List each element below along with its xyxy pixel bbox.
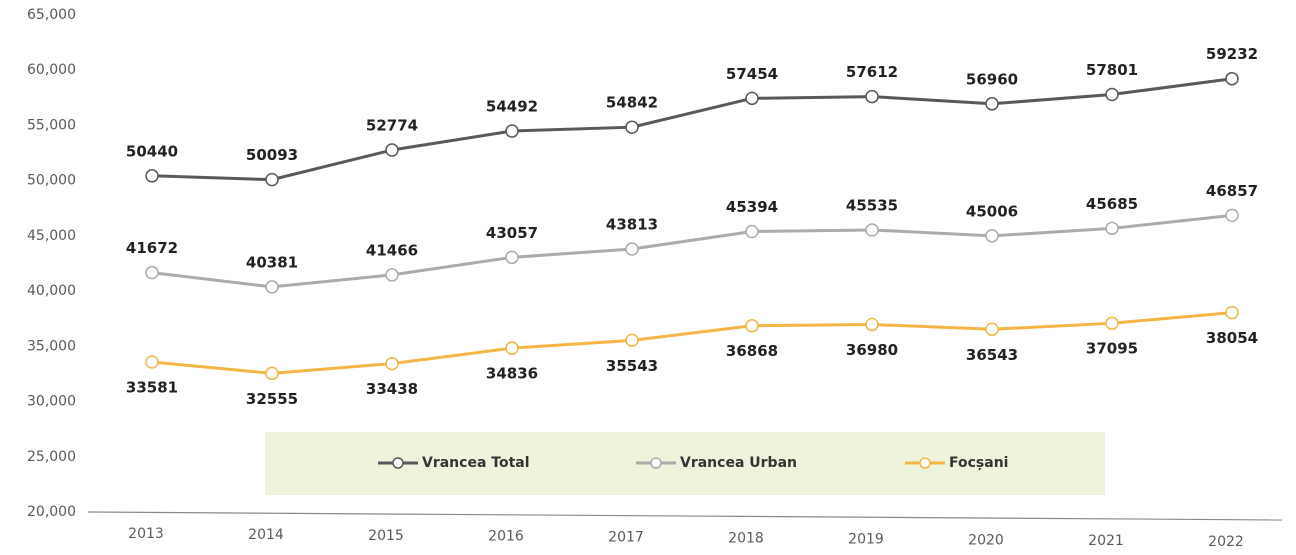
data-label: 52774: [366, 117, 418, 135]
data-label: 59232: [1206, 45, 1258, 63]
legend-label: Vrancea Urban: [680, 455, 797, 471]
data-point: [265, 366, 279, 381]
data-point: [385, 143, 399, 157]
legend-marker: [392, 457, 404, 469]
data-point: [745, 91, 759, 106]
series-line: [151, 77, 1233, 182]
data-point: [1105, 221, 1119, 236]
data-label: 45006: [966, 202, 1018, 220]
data-label: 45535: [846, 196, 898, 214]
data-label: 54842: [606, 94, 658, 112]
data-point: [1105, 87, 1119, 102]
x-tick-label: 2013: [128, 526, 164, 542]
y-tick-label: 30,000: [27, 394, 76, 410]
y-tick-label: 60,000: [27, 62, 76, 78]
data-point: [865, 223, 879, 237]
data-point: [985, 322, 999, 337]
x-tick-label: 2019: [848, 531, 884, 547]
data-point: [1225, 305, 1239, 320]
y-tick-label: 20,000: [27, 504, 76, 520]
x-axis: [87, 511, 1283, 521]
legend-label: Focșani: [949, 455, 1008, 471]
data-label: 32555: [246, 390, 298, 408]
data-label: 34836: [486, 365, 538, 383]
y-tick-label: 35,000: [27, 338, 76, 354]
data-point: [625, 242, 639, 256]
data-point: [145, 169, 159, 183]
data-label: 46857: [1206, 182, 1258, 200]
data-label: 35543: [606, 357, 658, 375]
y-tick-label: 25,000: [27, 449, 76, 465]
x-tick-label: 2017: [608, 530, 644, 546]
data-label: 37095: [1086, 340, 1138, 358]
data-point: [985, 229, 999, 243]
data-label: 40381: [246, 253, 298, 271]
data-label: 54492: [486, 98, 538, 116]
data-point: [505, 124, 519, 138]
data-label: 57801: [1086, 61, 1138, 79]
y-tick-label: 55,000: [27, 117, 76, 133]
x-tick-label: 2014: [248, 527, 284, 543]
data-label: 41466: [366, 241, 418, 259]
data-point: [505, 341, 519, 355]
data-point: [625, 333, 639, 348]
data-label: 57454: [726, 65, 778, 83]
data-label: 41672: [126, 239, 178, 257]
data-point: [745, 318, 759, 333]
y-tick-label: 40,000: [27, 283, 76, 299]
data-label: 50440: [126, 142, 178, 160]
data-point: [1225, 71, 1239, 86]
data-label: 50093: [246, 146, 298, 164]
y-tick-label: 65,000: [27, 7, 76, 23]
data-point: [505, 250, 519, 265]
y-tick-label: 50,000: [27, 173, 76, 189]
data-label: 43813: [606, 215, 658, 233]
data-point: [145, 355, 159, 369]
data-label: 57612: [846, 63, 898, 81]
data-point: [625, 120, 639, 134]
data-label: 38054: [1206, 329, 1258, 347]
series-line: [151, 213, 1233, 289]
data-point: [745, 224, 759, 239]
x-tick-label: 2021: [1088, 533, 1124, 549]
data-point: [265, 280, 279, 294]
x-tick-label: 2022: [1208, 534, 1244, 550]
data-point: [385, 356, 399, 371]
legend-marker: [919, 457, 931, 469]
data-label: 56960: [966, 70, 1018, 88]
data-label: 33438: [366, 380, 418, 398]
data-point: [385, 268, 399, 282]
data-label: 43057: [486, 224, 538, 242]
data-point: [145, 265, 159, 280]
data-label: 36868: [726, 342, 778, 360]
data-label: 45685: [1086, 195, 1138, 213]
legend-label: Vrancea Total: [422, 455, 530, 471]
data-label: 36980: [846, 341, 898, 359]
y-tick-label: 45,000: [27, 228, 76, 244]
data-point: [1105, 316, 1119, 330]
data-label: 33581: [126, 379, 178, 397]
data-label: 45394: [726, 198, 778, 216]
x-tick-label: 2015: [368, 528, 404, 544]
data-point: [265, 172, 279, 187]
series-line: [151, 311, 1233, 375]
data-point: [1225, 208, 1239, 223]
data-point: [865, 89, 879, 104]
data-point: [865, 317, 879, 332]
legend-marker: [650, 457, 662, 469]
x-tick-label: 2018: [728, 531, 764, 547]
x-tick-label: 2020: [968, 532, 1004, 548]
data-point: [985, 97, 999, 111]
x-tick-label: 2016: [488, 529, 524, 545]
data-label: 36543: [966, 346, 1018, 364]
